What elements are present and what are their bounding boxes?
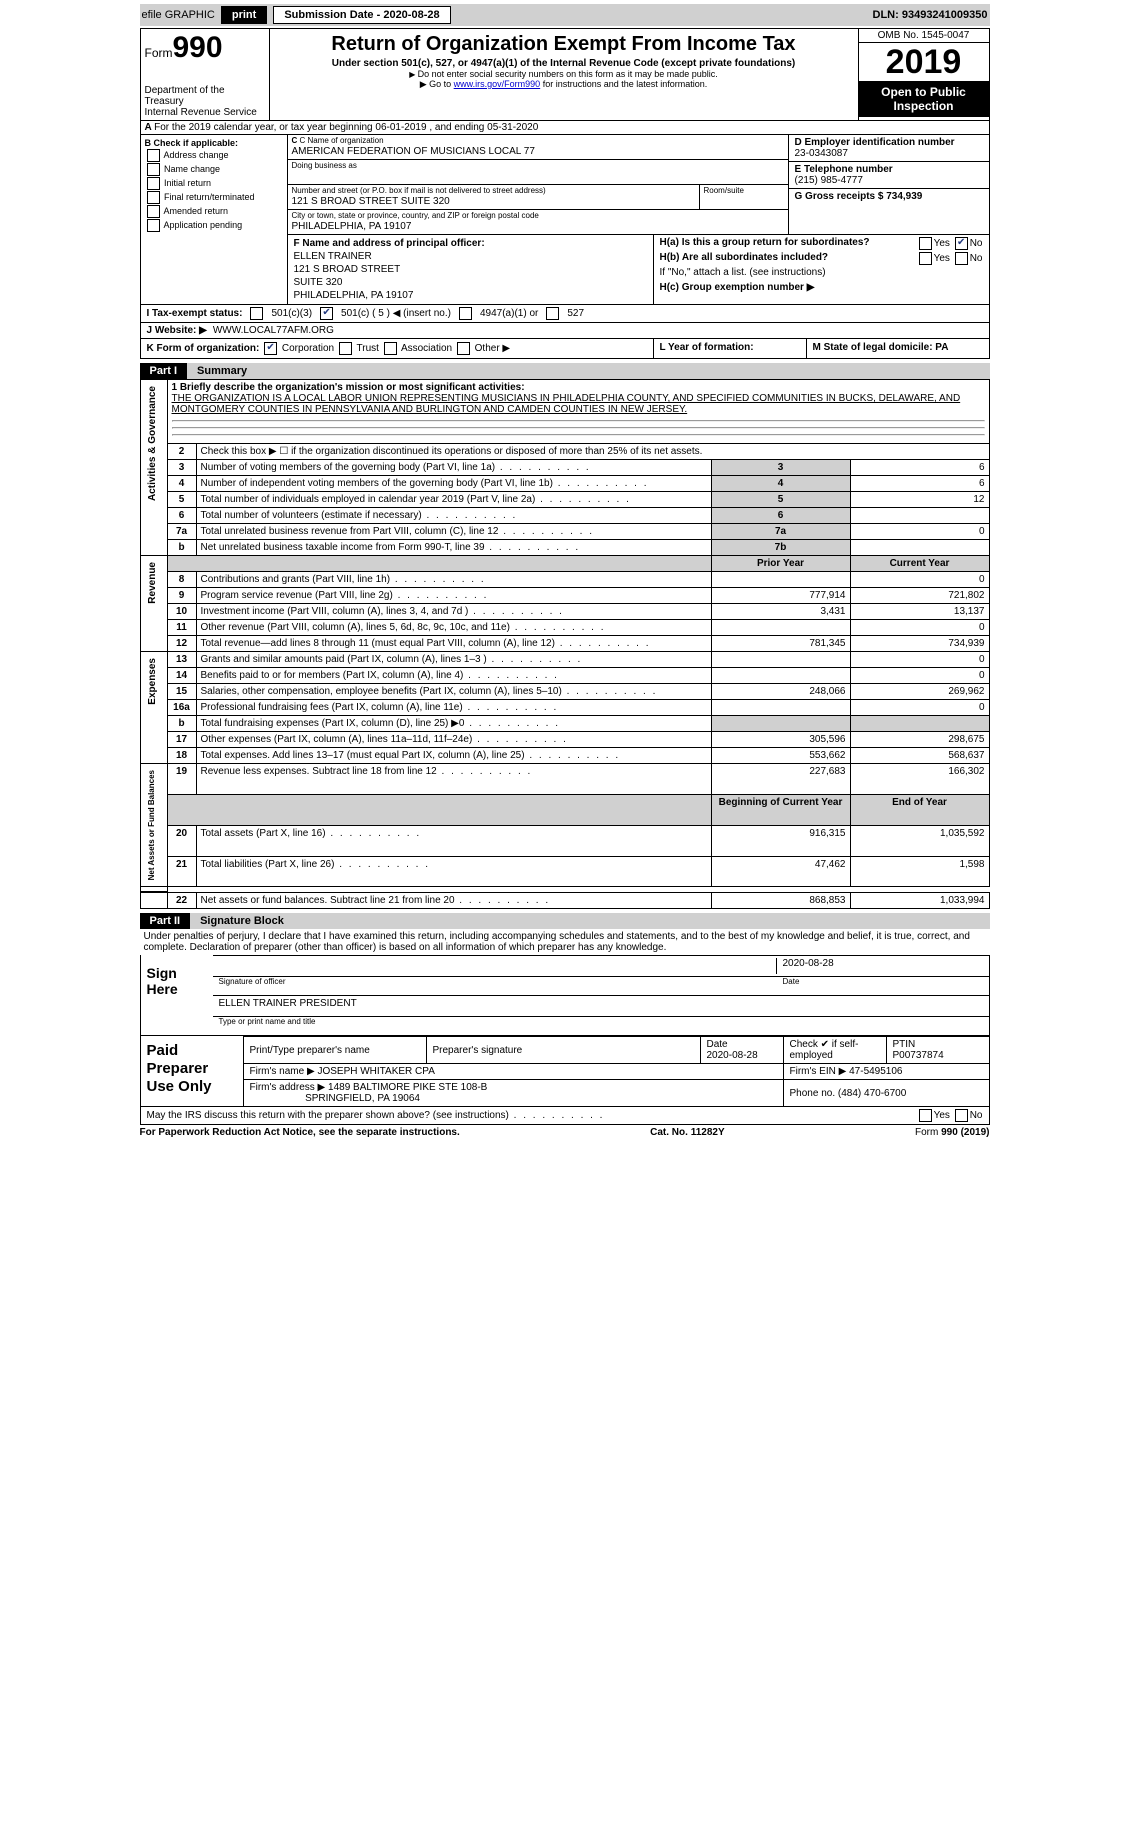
cb-name[interactable]: Name change	[145, 163, 283, 176]
part2-bar: Part IISignature Block	[140, 913, 990, 929]
box-c: C C Name of organizationAMERICAN FEDERAT…	[288, 135, 789, 234]
open-inspection: Open to Public Inspection	[859, 81, 989, 117]
form-number: Form990	[145, 31, 265, 65]
paid-preparer: Paid Preparer Use Only Print/Type prepar…	[140, 1036, 990, 1107]
org-city: PHILADELPHIA, PA 19107	[288, 221, 788, 234]
form-title: Return of Organization Exempt From Incom…	[276, 33, 852, 56]
box-e: E Telephone number(215) 985-4777	[789, 161, 989, 188]
form990-link[interactable]: www.irs.gov/Form990	[454, 79, 541, 89]
form-header: Form990 Department of the Treasury Inter…	[140, 28, 990, 121]
cb-address[interactable]: Address change	[145, 149, 283, 162]
sign-here: Sign Here 2020-08-28 Signature of office…	[140, 955, 990, 1036]
print-button[interactable]: print	[221, 6, 267, 24]
line-a: A For the 2019 calendar year, or tax yea…	[140, 121, 990, 135]
irs: Internal Revenue Service	[145, 107, 265, 118]
org-address: 121 S BROAD STREET SUITE 320	[288, 196, 699, 209]
omb: OMB No. 1545-0047	[859, 29, 989, 43]
dln: DLN: 93493241009350	[873, 9, 988, 21]
tax-year: 2019	[859, 43, 989, 81]
dept-treasury: Department of the Treasury	[145, 85, 265, 107]
row-klm: K Form of organization: Corporation Trus…	[140, 339, 990, 359]
footer: For Paperwork Reduction Act Notice, see …	[140, 1125, 990, 1140]
submission-date: Submission Date - 2020-08-28	[273, 6, 450, 24]
cb-final[interactable]: Final return/terminated	[145, 191, 283, 204]
box-b: B Check if applicable: Address change Na…	[141, 135, 288, 304]
perjury: Under penalties of perjury, I declare th…	[140, 929, 990, 955]
efile-label: efile GRAPHIC	[142, 9, 215, 21]
cb-initial[interactable]: Initial return	[145, 177, 283, 190]
goto-note: ▶ Go to www.irs.gov/Form990 for instruct…	[276, 79, 852, 90]
cb-pending[interactable]: Application pending	[145, 219, 283, 232]
box-d: D Employer identification number23-03430…	[789, 135, 989, 161]
top-toolbar: efile GRAPHIC print Submission Date - 20…	[140, 4, 990, 26]
box-g: G Gross receipts $ 734,939	[789, 188, 989, 204]
row-i: I Tax-exempt status: 501(c)(3) 501(c) ( …	[140, 305, 990, 323]
cb-amended[interactable]: Amended return	[145, 205, 283, 218]
box-h: H(a) Is this a group return for subordin…	[654, 235, 989, 304]
box-f: F Name and address of principal officer:…	[288, 235, 654, 304]
discuss-row: May the IRS discuss this return with the…	[140, 1107, 990, 1125]
form-subtitle: Under section 501(c), 527, or 4947(a)(1)…	[276, 58, 852, 69]
org-name: AMERICAN FEDERATION OF MUSICIANS LOCAL 7…	[288, 146, 788, 159]
ssn-note: Do not enter social security numbers on …	[276, 69, 852, 79]
part1-bar: Part ISummary	[140, 363, 990, 379]
mission-text: THE ORGANIZATION IS A LOCAL LABOR UNION …	[172, 393, 961, 415]
summary-table: Activities & Governance 1 Briefly descri…	[140, 379, 990, 892]
row-j: J Website: ▶ WWW.LOCAL77AFM.ORG	[140, 323, 990, 339]
